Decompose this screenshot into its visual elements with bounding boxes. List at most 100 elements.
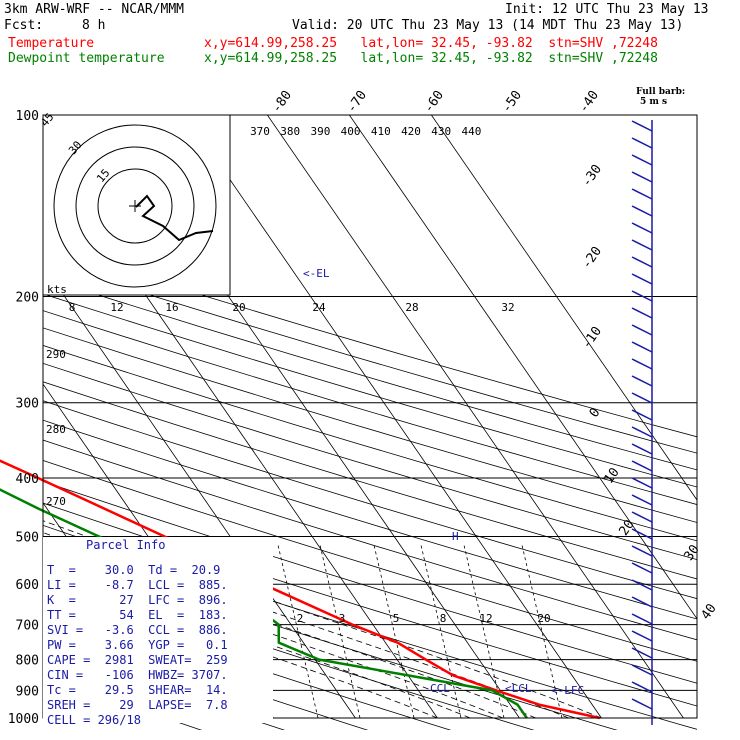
mixing-ratio-line bbox=[373, 544, 415, 719]
wind-barb bbox=[631, 188, 653, 200]
wind-barb bbox=[631, 120, 653, 132]
theta-label: 430 bbox=[431, 125, 451, 138]
wind-barb bbox=[631, 460, 653, 472]
annotation-ccl: CCL bbox=[430, 682, 450, 695]
parcel-row: SREH = 29 LAPSE= 7.8 bbox=[47, 698, 228, 712]
pressure-tick-label: 300 bbox=[16, 397, 39, 412]
isotherm-line bbox=[349, 115, 697, 620]
mixing-ratio-label: 12 bbox=[479, 612, 492, 625]
theta-label: 420 bbox=[401, 125, 421, 138]
isotherm-line bbox=[267, 115, 684, 719]
theta-label: 440 bbox=[461, 125, 481, 138]
dry-adiabat bbox=[43, 439, 697, 641]
pressure-tick-label: 900 bbox=[16, 684, 39, 699]
hodograph-ring bbox=[53, 124, 217, 288]
isotherm-label: 40 bbox=[698, 601, 719, 622]
isotherm-label: -70 bbox=[344, 88, 370, 116]
pressure-tick-label: 1000 bbox=[8, 712, 39, 727]
wind-barb bbox=[631, 324, 653, 336]
wind-barb bbox=[631, 392, 653, 404]
wind-barb bbox=[631, 596, 653, 608]
hodograph-ring bbox=[75, 146, 195, 266]
wind-barb bbox=[631, 375, 653, 387]
wind-barb bbox=[631, 171, 653, 183]
wind-barb bbox=[631, 545, 653, 557]
wind-barb bbox=[631, 494, 653, 506]
mixing-ratio-label: 5 bbox=[393, 612, 400, 625]
dry-adiabat bbox=[43, 481, 697, 684]
pressure-tick-label: 600 bbox=[16, 578, 39, 593]
dry-adiabat bbox=[43, 460, 697, 662]
mixing-ratio-label: 2 bbox=[297, 612, 304, 625]
temperature-location: x,y=614.99,258.25 lat,lon= 32.45, -93.82… bbox=[204, 36, 658, 51]
parcel-row: LI = -8.7 LCL = 885. bbox=[47, 578, 228, 592]
isotherm-line bbox=[43, 264, 356, 719]
isotherm-label: -80 bbox=[269, 88, 295, 116]
pressure-tick-label: 200 bbox=[16, 291, 39, 306]
parcel-panel-bg bbox=[43, 537, 273, 723]
pressure-tick-label: 800 bbox=[16, 654, 39, 669]
theta-label: 370 bbox=[250, 125, 270, 138]
wind-barb bbox=[631, 307, 653, 319]
wind-barb bbox=[631, 477, 653, 489]
dry-adiabat bbox=[43, 293, 697, 488]
wind-barb bbox=[631, 239, 653, 251]
wind-barb bbox=[631, 579, 653, 591]
wind-barb bbox=[631, 205, 653, 217]
mixing-ratio-label: 3 bbox=[339, 612, 346, 625]
wind-barb bbox=[631, 443, 653, 455]
parcel-row: Tc = 29.5 SHEAR= 14. bbox=[47, 683, 228, 697]
hodograph-units-label: kts bbox=[47, 283, 67, 296]
pressure-tick-label: 700 bbox=[16, 619, 39, 634]
pressure-tick-label: 500 bbox=[16, 530, 39, 545]
speed-tick-label: 20 bbox=[232, 301, 245, 314]
speed-tick-label: 8 bbox=[69, 301, 76, 314]
speed-tick-label: 28 bbox=[405, 301, 418, 314]
isotherm-label: -10 bbox=[579, 324, 605, 352]
wind-barb bbox=[631, 511, 653, 523]
dewpoint-legend: Dewpoint temperature bbox=[8, 51, 165, 66]
isotherm-label: 0 bbox=[587, 405, 604, 420]
isotherm-label: -30 bbox=[579, 162, 605, 190]
hodograph-trace bbox=[135, 194, 214, 242]
wind-barb bbox=[631, 154, 653, 166]
isotherm-line bbox=[431, 115, 697, 501]
isotherm-line bbox=[185, 115, 602, 719]
parcel-row: PW = 3.66 YGP = 0.1 bbox=[47, 638, 228, 652]
plot-frame bbox=[42, 114, 698, 719]
isotherm-label: -60 bbox=[421, 88, 447, 116]
wind-barbs bbox=[631, 120, 653, 725]
theta-label: 380 bbox=[280, 125, 300, 138]
speed-tick-label: 32 bbox=[501, 301, 514, 314]
parcel-row: T = 30.0 Td = 20.9 bbox=[47, 563, 221, 577]
theta-label: 390 bbox=[310, 125, 330, 138]
dry-adiabat bbox=[43, 261, 697, 454]
mixing-ratio-label: 20 bbox=[537, 612, 550, 625]
theta-label: 400 bbox=[341, 125, 361, 138]
pressure-tick-label: 100 bbox=[16, 109, 39, 124]
parcel-row: K = 27 LFC = 896. bbox=[47, 593, 228, 607]
wind-barb bbox=[631, 358, 653, 370]
valid-time: Valid: 20 UTC Thu 23 May 13 (14 MDT Thu … bbox=[292, 18, 684, 33]
mixing-ratio-label: 8 bbox=[440, 612, 447, 625]
dry-adiabat bbox=[43, 381, 697, 580]
wind-barb bbox=[631, 426, 653, 438]
dry-adiabat bbox=[43, 344, 697, 542]
forecast-hours: 8 h bbox=[82, 18, 106, 33]
dry-adiabat bbox=[43, 327, 697, 523]
side-tick-label: 270 bbox=[46, 495, 66, 508]
dry-adiabat bbox=[43, 276, 697, 471]
wind-barb bbox=[631, 613, 653, 625]
side-tick-label: 290 bbox=[46, 348, 66, 361]
temperature-legend: Temperature bbox=[8, 36, 95, 51]
wind-barb bbox=[631, 647, 653, 659]
wind-barb bbox=[631, 698, 653, 710]
speed-tick-label: 24 bbox=[312, 301, 326, 314]
parcel-row: SVI = -3.6 CCL = 886. bbox=[47, 623, 228, 637]
barb-legend-line1: Full barb: bbox=[636, 87, 685, 97]
wind-barb bbox=[631, 290, 653, 302]
isotherm-label: -50 bbox=[499, 88, 525, 116]
side-tick-label: 280 bbox=[46, 423, 66, 436]
